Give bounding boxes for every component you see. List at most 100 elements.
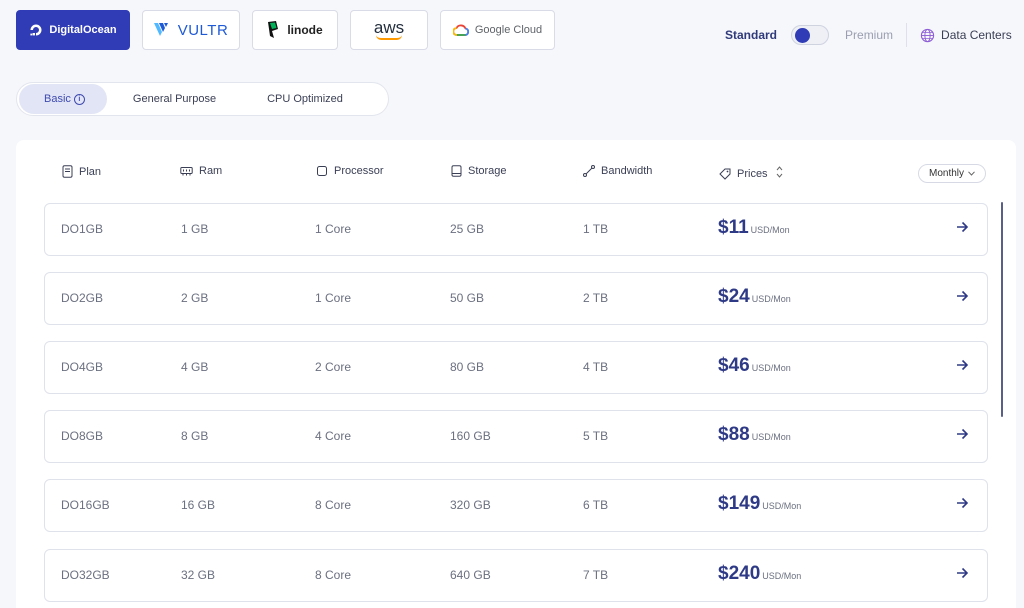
- cell-bandwidth: 4 TB: [583, 360, 609, 374]
- cell-ram: 4 GB: [181, 360, 209, 374]
- cell-storage: 50 GB: [450, 291, 485, 305]
- tab-general-purpose[interactable]: General Purpose: [133, 84, 216, 114]
- chevron-down-icon: [968, 169, 975, 178]
- cell-processor: 8 Core: [315, 568, 352, 582]
- cell-price: $46 USD/Mon: [718, 355, 791, 377]
- cell-plan: DO8GB: [61, 429, 104, 443]
- price-unit: USD/Mon: [751, 432, 791, 442]
- provider-google-cloud-button[interactable]: Google Cloud: [440, 10, 555, 50]
- arrow-right-icon[interactable]: [955, 427, 969, 441]
- tag-icon: [719, 168, 731, 180]
- cell-price: $88 USD/Mon: [718, 424, 791, 446]
- divider: [906, 23, 908, 47]
- arrow-right-icon[interactable]: [955, 358, 969, 372]
- tab-cpu-optimized[interactable]: CPU Optimized: [267, 84, 343, 114]
- price-amount: $149: [718, 493, 761, 514]
- table-row[interactable]: DO2GB 2 GB 1 Core 50 GB 2 TB $24 USD/Mon: [44, 272, 988, 325]
- header-storage: Storage: [451, 165, 507, 177]
- header-prices[interactable]: Prices: [719, 165, 783, 182]
- cell-processor: 8 Core: [315, 498, 352, 512]
- chip-icon: [316, 165, 328, 177]
- header-processor: Processor: [316, 165, 384, 177]
- price-unit: USD/Mon: [762, 571, 802, 581]
- google-cloud-icon: [452, 24, 469, 36]
- cell-price: $24 USD/Mon: [718, 286, 791, 308]
- provider-vultr-button[interactable]: VULTR: [142, 10, 240, 50]
- price-amount: $88: [718, 424, 750, 445]
- tab-label: CPU Optimized: [267, 93, 343, 105]
- data-centers-link[interactable]: Data Centers: [941, 28, 1012, 42]
- cell-ram: 2 GB: [181, 291, 209, 305]
- header-label: Prices: [737, 167, 768, 180]
- cell-storage: 160 GB: [450, 429, 491, 443]
- header-label: Ram: [199, 165, 223, 177]
- tab-label: Basic: [44, 93, 71, 105]
- cell-plan: DO2GB: [61, 291, 104, 305]
- tier-toggle[interactable]: [791, 25, 830, 45]
- linode-logo-icon: [267, 21, 281, 39]
- cell-plan: DO32GB: [61, 568, 110, 582]
- price-amount: $240: [718, 563, 761, 584]
- cell-bandwidth: 6 TB: [583, 498, 609, 512]
- tab-basic[interactable]: Basic i: [19, 84, 107, 114]
- billing-period-select[interactable]: Monthly: [918, 164, 986, 183]
- provider-selector: DigitalOcean VULTR linode aws Google Clo…: [16, 10, 555, 50]
- price-unit: USD/Mon: [750, 225, 790, 235]
- header-label: Processor: [334, 165, 384, 177]
- sort-icon[interactable]: [776, 165, 783, 182]
- arrow-right-icon[interactable]: [955, 289, 969, 303]
- cell-processor: 1 Core: [315, 222, 352, 236]
- vultr-logo-icon: [153, 23, 172, 37]
- price-amount: $11: [718, 217, 749, 238]
- cell-bandwidth: 5 TB: [583, 429, 609, 443]
- globe-icon: [920, 28, 935, 43]
- drive-icon: [451, 165, 462, 177]
- table-header: Plan Ram Processor Storage Bandwidth: [16, 165, 1016, 181]
- cell-storage: 640 GB: [450, 568, 491, 582]
- info-icon[interactable]: i: [73, 93, 85, 105]
- cell-processor: 1 Core: [315, 291, 352, 305]
- standard-label[interactable]: Standard: [725, 28, 778, 42]
- header-bandwidth: Bandwidth: [583, 165, 652, 177]
- memory-icon: [180, 166, 193, 176]
- premium-label[interactable]: Premium: [845, 28, 894, 42]
- header-ram: Ram: [180, 165, 222, 177]
- cell-price: $149 USD/Mon: [718, 493, 801, 515]
- tab-label: General Purpose: [132, 93, 217, 105]
- provider-linode-button[interactable]: linode: [252, 10, 338, 50]
- digitalocean-logo-icon: [29, 23, 43, 37]
- cell-plan: DO16GB: [61, 498, 110, 512]
- header-label: Storage: [468, 165, 507, 177]
- provider-label: DigitalOcean: [49, 24, 117, 36]
- cell-ram: 8 GB: [181, 429, 209, 443]
- cell-bandwidth: 7 TB: [583, 568, 609, 582]
- table-row[interactable]: DO8GB 8 GB 4 Core 160 GB 5 TB $88 USD/Mo…: [44, 410, 988, 463]
- price-unit: USD/Mon: [762, 501, 802, 511]
- arrow-right-icon[interactable]: [955, 566, 969, 580]
- cell-processor: 4 Core: [315, 429, 352, 443]
- header-plan: Plan: [62, 165, 101, 178]
- provider-label: VULTR: [177, 21, 229, 39]
- billing-period-value: Monthly: [928, 168, 964, 179]
- table-row[interactable]: DO1GB 1 GB 1 Core 25 GB 1 TB $11 USD/Mon: [44, 203, 988, 256]
- category-tabs: Basic i General Purpose CPU Optimized: [16, 82, 389, 116]
- price-amount: $24: [718, 286, 750, 307]
- cell-price: $11 USD/Mon: [718, 217, 790, 239]
- cell-bandwidth: 1 TB: [583, 222, 609, 236]
- scrollbar[interactable]: [1001, 202, 1003, 417]
- provider-digitalocean-button[interactable]: DigitalOcean: [16, 10, 130, 50]
- toggle-knob: [795, 28, 811, 43]
- table-row[interactable]: DO16GB 16 GB 8 Core 320 GB 6 TB $149 USD…: [44, 479, 988, 532]
- provider-label: Google Cloud: [474, 24, 543, 36]
- cell-storage: 80 GB: [450, 360, 485, 374]
- cell-ram: 16 GB: [181, 498, 216, 512]
- arrow-right-icon[interactable]: [955, 220, 969, 234]
- arrow-right-icon[interactable]: [955, 496, 969, 510]
- pricing-table-card: Plan Ram Processor Storage Bandwidth: [16, 140, 1016, 608]
- table-row[interactable]: DO32GB 32 GB 8 Core 640 GB 7 TB $240 USD…: [44, 549, 988, 602]
- table-row[interactable]: DO4GB 4 GB 2 Core 80 GB 4 TB $46 USD/Mon: [44, 341, 988, 394]
- cell-price: $240 USD/Mon: [718, 563, 801, 585]
- cell-bandwidth: 2 TB: [583, 291, 609, 305]
- cell-ram: 1 GB: [181, 222, 209, 236]
- provider-aws-button[interactable]: aws: [350, 10, 428, 50]
